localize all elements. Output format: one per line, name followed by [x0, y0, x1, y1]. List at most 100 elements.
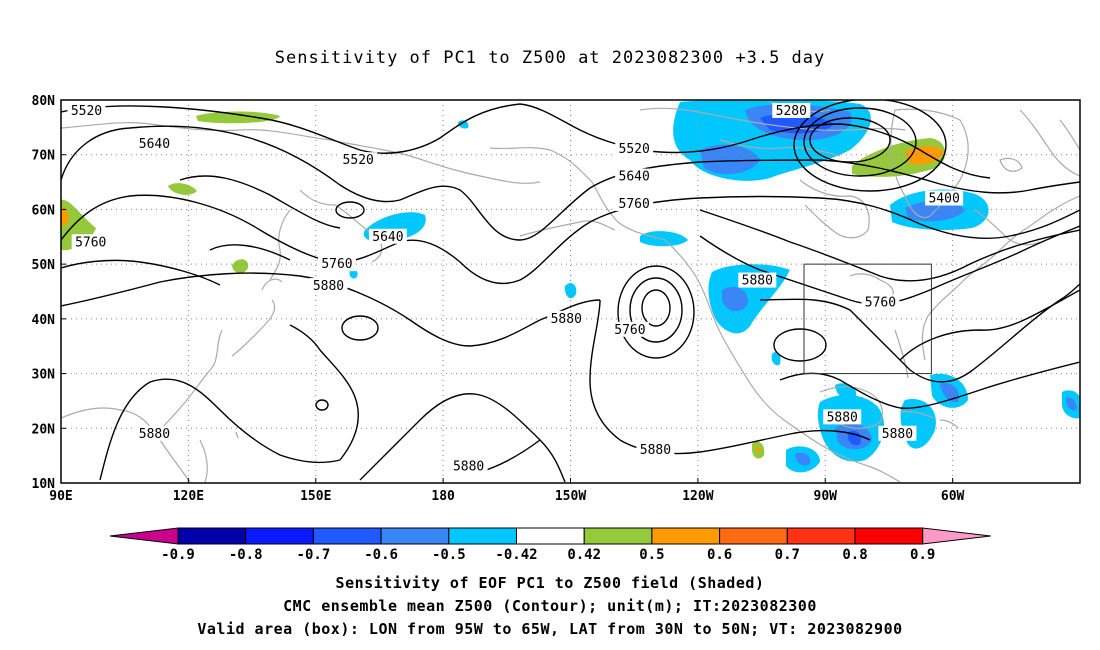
shade-positive: [61, 207, 69, 226]
colorbar-label: -0.6: [364, 547, 398, 563]
valid-area-box: [803, 263, 932, 375]
lon-tick-label: 120E: [173, 489, 204, 504]
colorbar-segment: [583, 527, 653, 545]
contour-label-bg: [925, 190, 964, 206]
lat-tick-label: 80N: [32, 94, 56, 109]
shade-negative: [795, 452, 811, 466]
lon-tick-label: 120W: [682, 489, 713, 504]
colorbar-over-arrow: [922, 527, 991, 545]
contour-label-bg: [861, 294, 900, 310]
colorbar-label: 0.8: [842, 547, 867, 563]
shade-negative: [640, 231, 688, 247]
lat-tick-label: 60N: [32, 203, 56, 218]
shade-negative: [1066, 397, 1077, 411]
colorbar-segment: [854, 527, 924, 545]
plot-title: Sensitivity of PC1 to Z500 at 2023082300…: [274, 48, 826, 68]
contour-label-bg: [772, 102, 811, 118]
contour-label-bg: [615, 141, 654, 157]
colorbar-segment: [312, 527, 382, 545]
contour-label: 5880: [313, 279, 344, 294]
shade-negative: [458, 120, 469, 129]
contour-label: 5880: [640, 443, 671, 458]
contour-label-bg: [547, 310, 586, 326]
contour-label: 5520: [343, 153, 374, 168]
contour-label: 5880: [551, 312, 582, 327]
colorbar-label: -0.5: [432, 547, 466, 563]
contour-label: 5400: [928, 191, 959, 206]
lon-tick-label: 60W: [941, 489, 965, 504]
contour-label-bg: [67, 102, 106, 118]
shade-negative: [771, 351, 781, 366]
caption-valid-area: Valid area (box): LON from 95W to 65W, L…: [197, 620, 903, 638]
contour-label-bg: [610, 321, 649, 337]
contour-label: 5640: [139, 137, 170, 152]
contour-label: 5880: [139, 427, 170, 442]
shade-negative: [847, 430, 862, 446]
lon-tick-label: 150E: [300, 489, 331, 504]
colorbar-label: -0.42: [495, 547, 537, 563]
colorbar-segment: [245, 527, 314, 545]
colorbar-label: 0.7: [775, 547, 800, 563]
colorbar-segment: [448, 527, 517, 545]
contour-label: 5640: [372, 230, 403, 245]
lat-tick-label: 10N: [32, 477, 56, 492]
lon-tick-label: 180: [431, 489, 455, 504]
lat-tick-label: 20N: [32, 422, 56, 437]
contour-label-bg: [135, 135, 174, 151]
contour-label-bg: [823, 409, 862, 425]
colorbar-segment: [651, 527, 721, 545]
lon-tick-label: 150W: [555, 489, 586, 504]
contour-label-bg: [368, 228, 407, 244]
colorbar-segment: [380, 527, 450, 545]
contour-label-bg: [738, 272, 777, 288]
colorbar-segment: [719, 527, 788, 545]
caption-contour: CMC ensemble mean Z500 (Contour); unit(m…: [283, 597, 817, 615]
contour-label-bg: [71, 234, 110, 250]
shade-negative: [349, 269, 358, 279]
contour-label: 5640: [619, 170, 650, 185]
contour-label: 5520: [71, 104, 102, 119]
colorbar-label: -0.7: [297, 547, 331, 563]
contour-label: 5760: [614, 323, 645, 338]
shade-negative: [700, 144, 760, 175]
contour-label: 5880: [882, 427, 913, 442]
colorbar-label: -0.8: [229, 547, 263, 563]
contour-label: 5880: [742, 274, 773, 289]
shade-positive: [232, 259, 249, 274]
contour-label-bg: [449, 458, 488, 474]
contour-label-bg: [339, 152, 378, 168]
colorbar-segment: [786, 527, 856, 545]
contour-label-bg: [636, 442, 675, 458]
lat-tick-label: 50N: [32, 258, 56, 273]
colorbar-segment: [516, 527, 585, 545]
colorbar-label: 0.9: [910, 547, 935, 563]
lat-tick-label: 40N: [32, 313, 56, 328]
lat-tick-label: 70N: [32, 149, 56, 164]
colorbar-segment: [177, 527, 247, 545]
colorbar-label: 0.42: [567, 547, 601, 563]
contour-label: 5880: [453, 460, 484, 475]
contour-label-bg: [615, 195, 654, 211]
shade-positive: [755, 446, 761, 453]
colorbar-under-arrow: [109, 527, 179, 545]
sensitivity-shading: [61, 100, 1080, 473]
contour-label: 5760: [865, 295, 896, 310]
colorbar-label: 0.6: [707, 547, 732, 563]
colorbar-label: 0.5: [639, 547, 664, 563]
shade-positive: [168, 183, 197, 195]
contour-label-bg: [878, 425, 917, 441]
shade-negative: [722, 286, 749, 312]
contour-label: 5520: [619, 142, 650, 157]
lon-tick-label: 90W: [814, 489, 838, 504]
contour-labels: 5520 5640 5520 5760 5640 5760 5880 5880 5880 5880…: [67, 102, 964, 475]
colorbar-label: -0.9: [161, 547, 195, 563]
contour-label: 5280: [776, 104, 807, 119]
lon-tick-label: 90E: [49, 489, 72, 504]
shade-positive: [196, 111, 280, 124]
caption-shading: Sensitivity of EOF PC1 to Z500 field (Sh…: [335, 574, 765, 592]
contour-label-bg: [615, 168, 654, 184]
contour-label: 5760: [619, 197, 650, 212]
contour-label: 5880: [827, 410, 858, 425]
lat-tick-label: 30N: [32, 368, 56, 383]
